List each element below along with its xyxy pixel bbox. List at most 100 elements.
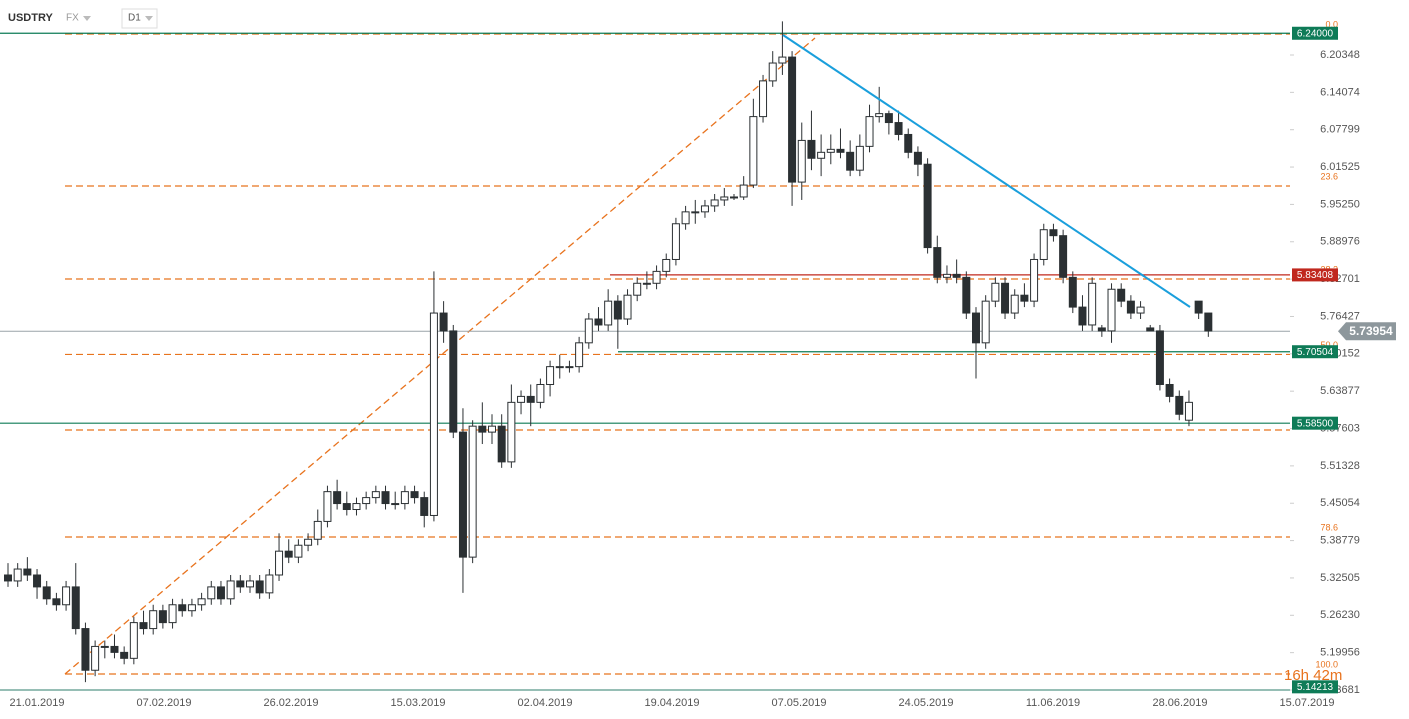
candle-body (671, 223, 680, 260)
fib-label: 0.0 (1325, 19, 1338, 29)
candle-body (100, 645, 109, 648)
last-price-tag (1338, 322, 1396, 341)
candle-body (875, 113, 884, 118)
y-tick-label: 6.01525 (1320, 161, 1360, 173)
candle-body (662, 258, 671, 272)
candle-body (962, 276, 971, 314)
candle-body (507, 401, 516, 463)
candle-body (739, 184, 748, 198)
candle-body (884, 113, 893, 124)
candle-body (1184, 401, 1193, 421)
candle-body (458, 431, 467, 558)
interval-box[interactable] (121, 8, 158, 29)
candle-body (313, 520, 322, 540)
candle-body (846, 151, 855, 171)
trendline (782, 34, 1191, 308)
candle-body (497, 425, 506, 463)
candle-body (555, 366, 564, 369)
candle-body (255, 580, 264, 594)
candle-body (536, 383, 545, 403)
candle-body (91, 645, 100, 671)
candle-body (894, 122, 903, 135)
level-box (1292, 416, 1338, 430)
candle-body (700, 205, 709, 213)
level-label: 5.14213 (1297, 682, 1334, 693)
candle-body (468, 425, 477, 558)
level-box (1292, 680, 1338, 694)
x-tick-label: 26.02.2019 (263, 697, 318, 709)
candle-body (759, 80, 768, 118)
level-label: 5.70504 (1297, 347, 1334, 358)
y-tick-label: 5.19956 (1320, 647, 1360, 659)
candle-body (304, 538, 313, 546)
y-tick-label: 5.95250 (1320, 198, 1360, 210)
candle-body (788, 56, 797, 183)
candle-body (236, 580, 245, 588)
y-tick-label: 5.38779 (1320, 534, 1360, 546)
candle-body (807, 139, 816, 159)
candle-body (730, 196, 738, 199)
x-tick-label: 24.05.2019 (898, 697, 953, 709)
candle-body (778, 56, 787, 64)
candle-body (1146, 327, 1155, 332)
candle-body (1165, 383, 1174, 397)
y-tick-label: 5.45054 (1320, 497, 1360, 509)
candle-body (168, 604, 177, 624)
candle-body (246, 580, 254, 588)
candle-body (439, 312, 448, 332)
candle-body (913, 151, 922, 165)
candle-body (768, 62, 777, 82)
candle-body (381, 491, 390, 505)
interval-caret (145, 16, 153, 21)
candle-body (323, 491, 332, 522)
candle-body (933, 247, 942, 278)
candle-body (400, 491, 409, 505)
fib-label: 100.0 (1315, 659, 1338, 669)
x-tick-label: 19.04.2019 (644, 697, 699, 709)
candle-body (972, 312, 980, 344)
x-tick-label: 07.05.2019 (771, 697, 826, 709)
candle-body (139, 622, 148, 630)
y-tick-label: 6.07799 (1320, 124, 1360, 136)
candle-body (594, 318, 603, 326)
level-label: 6.24000 (1297, 28, 1334, 39)
candle-body (284, 550, 293, 558)
candle-body (265, 574, 274, 594)
candle-body (720, 196, 729, 201)
candle-body (158, 610, 167, 624)
candle-body (1088, 282, 1097, 326)
candle-body (1107, 288, 1116, 332)
y-tick-label: 5.32505 (1320, 572, 1360, 584)
candle-body (429, 312, 438, 516)
candle-body (149, 610, 158, 630)
x-tick-label: 11.06.2019 (1026, 697, 1080, 709)
candle-body (1097, 327, 1106, 332)
market[interactable]: FX (66, 13, 79, 24)
candle-body (52, 598, 61, 606)
candle-body (342, 503, 351, 511)
candle-body (575, 342, 584, 368)
candle-body (478, 425, 487, 433)
candle-body (565, 366, 574, 369)
candle-body (991, 282, 1000, 302)
candle-body (1204, 312, 1213, 332)
candle-body (1059, 235, 1068, 278)
candle-body (1078, 306, 1087, 326)
x-tick-label: 21.01.2019 (9, 697, 64, 709)
candle-body (178, 604, 187, 612)
candle-body (681, 211, 690, 225)
candle-body (449, 330, 458, 433)
candle-body (110, 645, 119, 653)
candle-body (1136, 306, 1145, 314)
candle-body (371, 491, 380, 499)
candle-body (81, 628, 90, 671)
candle-body (1126, 300, 1135, 314)
candle-body (952, 273, 961, 278)
candle-body (275, 550, 284, 576)
candle-body (207, 586, 216, 600)
y-tick-label: 5.76427 (1320, 310, 1360, 322)
candle-body (613, 300, 622, 320)
candle-body (42, 586, 51, 600)
candle-body (4, 574, 12, 582)
